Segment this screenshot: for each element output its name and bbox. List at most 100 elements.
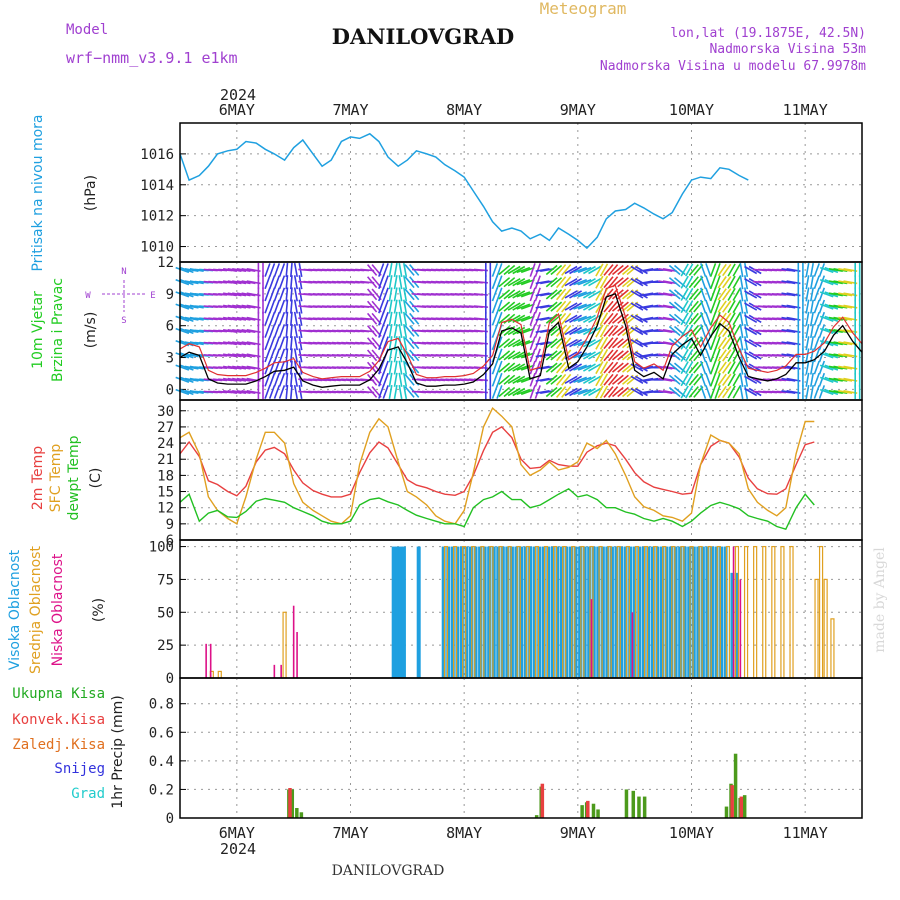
precip-bar (631, 790, 636, 818)
wind-arrow (680, 312, 689, 326)
wind-arrow (603, 386, 614, 398)
wind-arrow (545, 325, 558, 337)
cloud-bar (292, 605, 295, 678)
wind-arrow (603, 276, 614, 289)
cloud-bar (789, 545, 794, 679)
bottom-date-label: 9MAY (560, 824, 596, 842)
wind-arrow (781, 353, 796, 358)
wind-arrow (496, 299, 503, 314)
wind-arrow (503, 264, 516, 276)
compass-w: W (85, 291, 91, 301)
temp2m-ylabel: 2m Temp (30, 446, 46, 510)
wind-arrow (236, 353, 251, 358)
wind-arrow (722, 337, 732, 350)
wind-arrow (529, 336, 536, 351)
wind-arrow (805, 384, 810, 400)
wind-arrow (403, 336, 408, 351)
wind-arrow (555, 349, 567, 362)
wind-arrow (520, 266, 535, 274)
wind-arrow (366, 386, 378, 398)
cloud-bar (587, 546, 592, 678)
wind-arrow (512, 363, 526, 372)
wind-arrow (634, 290, 648, 299)
wind-arrow (268, 372, 276, 387)
wind-arrow (588, 363, 602, 372)
wind-arrow (496, 372, 503, 387)
wind-arrow (545, 362, 558, 373)
wind-arrow (717, 312, 727, 325)
wind-arrow (607, 300, 619, 313)
wind-arrow (732, 287, 741, 301)
wind-arrow (273, 348, 281, 363)
model-label: Model (66, 22, 108, 38)
wind-arrow (534, 311, 541, 326)
wind-arrow (550, 301, 563, 312)
cloud-bar (534, 545, 540, 679)
temp-series-line (179, 487, 815, 531)
wind-arrow (700, 311, 707, 326)
wind-arrow (630, 326, 644, 336)
wind-arrow (534, 299, 541, 314)
wind-arrow (564, 375, 578, 384)
wind-arrow (595, 287, 604, 301)
wind-arrow (813, 311, 820, 326)
wind-arrow (739, 275, 744, 290)
wind-arrow (739, 372, 744, 387)
wind-arrow (838, 329, 853, 333)
wind-arrow (732, 361, 741, 375)
cloud-bar (573, 546, 578, 678)
wind-arrow (588, 375, 602, 384)
wind-arrow (498, 350, 511, 361)
wind-arrow (503, 289, 516, 300)
wind-arrow (498, 264, 511, 276)
wind-arrow (496, 385, 503, 399)
cloud-bar (609, 546, 614, 678)
cloud-bar (452, 545, 458, 679)
wind-arrow (285, 372, 289, 387)
cloud-bar (641, 546, 646, 678)
wind-arrow (569, 339, 583, 348)
wind-arrow (507, 278, 521, 287)
cloud-bar (559, 546, 564, 678)
wind-arrow (805, 336, 810, 351)
panel-border (179, 677, 863, 819)
pressure-line (179, 132, 749, 250)
wind-arrow (685, 373, 694, 387)
wind-arrow (595, 373, 604, 387)
wind-arrow (739, 299, 744, 314)
wind-arrow (398, 372, 403, 387)
wind-arrow (595, 336, 604, 350)
wind-arrow (727, 263, 736, 277)
cloud-bar (205, 643, 207, 678)
wind-arrow (810, 336, 814, 351)
wind-arrow (184, 365, 199, 370)
wind-arrow (241, 365, 256, 370)
wind-arrow (496, 311, 503, 326)
wind-arrow (573, 291, 587, 298)
pressure-ylabel: Pritisak na nivou mora (30, 114, 46, 271)
wind-arrow (727, 385, 736, 399)
y-tick-label: 0.2 (149, 782, 174, 798)
wind-arrow (819, 291, 834, 298)
wind-arrow (700, 385, 707, 399)
wind-arrow (599, 324, 609, 338)
wind-arrow (611, 362, 624, 373)
cloud-bar (700, 546, 705, 678)
wind-arrow (388, 311, 393, 326)
wind-arrow (241, 316, 256, 321)
cloud-bar (818, 545, 824, 679)
wind-arrow (264, 348, 271, 363)
wind-arrow (722, 312, 732, 325)
wind-arrow (241, 280, 256, 285)
cloud-bar (716, 545, 721, 679)
wind-arrow (491, 311, 499, 326)
y-tick-label: 27 (157, 420, 174, 436)
cloud-bar (487, 546, 492, 678)
wind-arrow (838, 341, 853, 346)
cloud-bar (637, 546, 642, 678)
wind-arrow (810, 348, 814, 363)
wind-arrow (810, 287, 814, 302)
wind-arrow (403, 384, 408, 400)
wind-arrow (561, 373, 572, 386)
wind-arrow (744, 278, 758, 287)
